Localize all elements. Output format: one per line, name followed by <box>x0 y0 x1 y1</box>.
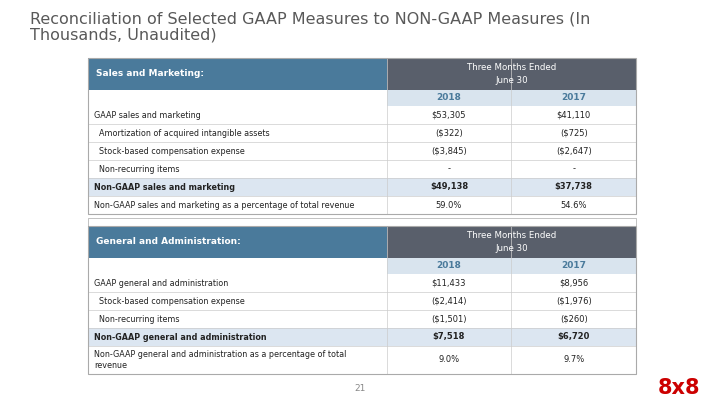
Text: -: - <box>448 164 451 173</box>
Text: ($260): ($260) <box>559 315 588 324</box>
Bar <box>88 292 387 310</box>
Text: $41,110: $41,110 <box>557 111 591 119</box>
Bar <box>387 328 511 346</box>
Bar <box>387 58 636 90</box>
Text: Three Months Ended
June 30: Three Months Ended June 30 <box>467 231 556 253</box>
Text: GAAP general and administration: GAAP general and administration <box>94 279 228 288</box>
Bar <box>88 310 387 328</box>
Text: Non-recurring items: Non-recurring items <box>94 315 179 324</box>
Text: 2017: 2017 <box>561 262 586 271</box>
Bar <box>88 328 387 346</box>
Text: Stock-based compensation expense: Stock-based compensation expense <box>94 296 245 305</box>
Text: ($1,501): ($1,501) <box>431 315 467 324</box>
Text: Stock-based compensation expense: Stock-based compensation expense <box>94 147 245 156</box>
Bar <box>387 160 511 178</box>
Bar <box>387 226 636 258</box>
Bar <box>88 106 387 124</box>
Text: ($1,976): ($1,976) <box>556 296 592 305</box>
Text: Non-GAAP general and administration as a percentage of total
revenue: Non-GAAP general and administration as a… <box>94 350 346 370</box>
Bar <box>511 328 636 346</box>
Text: ($2,647): ($2,647) <box>556 147 592 156</box>
Bar <box>387 274 511 292</box>
Bar <box>88 142 387 160</box>
Text: ($322): ($322) <box>435 128 463 138</box>
Text: $49,138: $49,138 <box>430 183 468 192</box>
Text: $6,720: $6,720 <box>557 333 590 341</box>
Text: ($725): ($725) <box>559 128 588 138</box>
Bar <box>511 178 636 196</box>
Text: $7,518: $7,518 <box>433 333 465 341</box>
Bar <box>387 90 636 106</box>
Text: -: - <box>572 164 575 173</box>
Text: 9.0%: 9.0% <box>438 356 459 364</box>
Text: $11,433: $11,433 <box>432 279 467 288</box>
Text: 8x8: 8x8 <box>657 378 700 398</box>
Bar <box>88 258 387 274</box>
Text: Thousands, Unaudited): Thousands, Unaudited) <box>30 27 217 42</box>
Bar <box>387 106 511 124</box>
Text: Non-GAAP sales and marketing: Non-GAAP sales and marketing <box>94 183 235 192</box>
Text: 2018: 2018 <box>436 94 462 102</box>
Text: Non-recurring items: Non-recurring items <box>94 164 179 173</box>
Text: 2018: 2018 <box>436 262 462 271</box>
Bar <box>511 124 636 142</box>
Bar <box>387 346 511 374</box>
Bar <box>88 58 636 214</box>
Text: $8,956: $8,956 <box>559 279 588 288</box>
Bar <box>88 226 387 258</box>
Bar <box>88 218 636 226</box>
Text: 21: 21 <box>354 384 366 393</box>
Bar <box>88 58 387 90</box>
Bar <box>387 142 511 160</box>
Text: $53,305: $53,305 <box>432 111 467 119</box>
Bar <box>511 274 636 292</box>
Text: 54.6%: 54.6% <box>560 200 587 209</box>
Bar <box>88 346 387 374</box>
Bar <box>387 310 511 328</box>
Bar <box>88 196 387 214</box>
Bar <box>511 310 636 328</box>
Bar <box>88 90 387 106</box>
Text: $37,738: $37,738 <box>554 183 593 192</box>
Bar <box>511 142 636 160</box>
Bar <box>387 178 511 196</box>
Bar <box>511 292 636 310</box>
Bar <box>88 226 636 374</box>
Text: Three Months Ended
June 30: Three Months Ended June 30 <box>467 63 556 85</box>
Text: General and Administration:: General and Administration: <box>96 237 240 247</box>
Bar <box>88 274 387 292</box>
Bar <box>387 124 511 142</box>
Text: Non-GAAP general and administration: Non-GAAP general and administration <box>94 333 266 341</box>
Text: 9.7%: 9.7% <box>563 356 585 364</box>
Bar <box>387 196 511 214</box>
Bar <box>511 106 636 124</box>
Text: GAAP sales and marketing: GAAP sales and marketing <box>94 111 201 119</box>
Text: Reconciliation of Selected GAAP Measures to NON-GAAP Measures (In: Reconciliation of Selected GAAP Measures… <box>30 12 590 27</box>
Bar <box>387 292 511 310</box>
Bar <box>88 178 387 196</box>
Bar <box>511 346 636 374</box>
Text: 59.0%: 59.0% <box>436 200 462 209</box>
Text: 2017: 2017 <box>561 94 586 102</box>
Bar <box>387 258 636 274</box>
Text: ($2,414): ($2,414) <box>431 296 467 305</box>
Text: Sales and Marketing:: Sales and Marketing: <box>96 70 204 79</box>
Text: ($3,845): ($3,845) <box>431 147 467 156</box>
Text: Non-GAAP sales and marketing as a percentage of total revenue: Non-GAAP sales and marketing as a percen… <box>94 200 354 209</box>
Bar <box>88 124 387 142</box>
Text: Amortization of acquired intangible assets: Amortization of acquired intangible asse… <box>94 128 269 138</box>
Bar <box>511 196 636 214</box>
Bar <box>88 160 387 178</box>
Bar <box>511 160 636 178</box>
